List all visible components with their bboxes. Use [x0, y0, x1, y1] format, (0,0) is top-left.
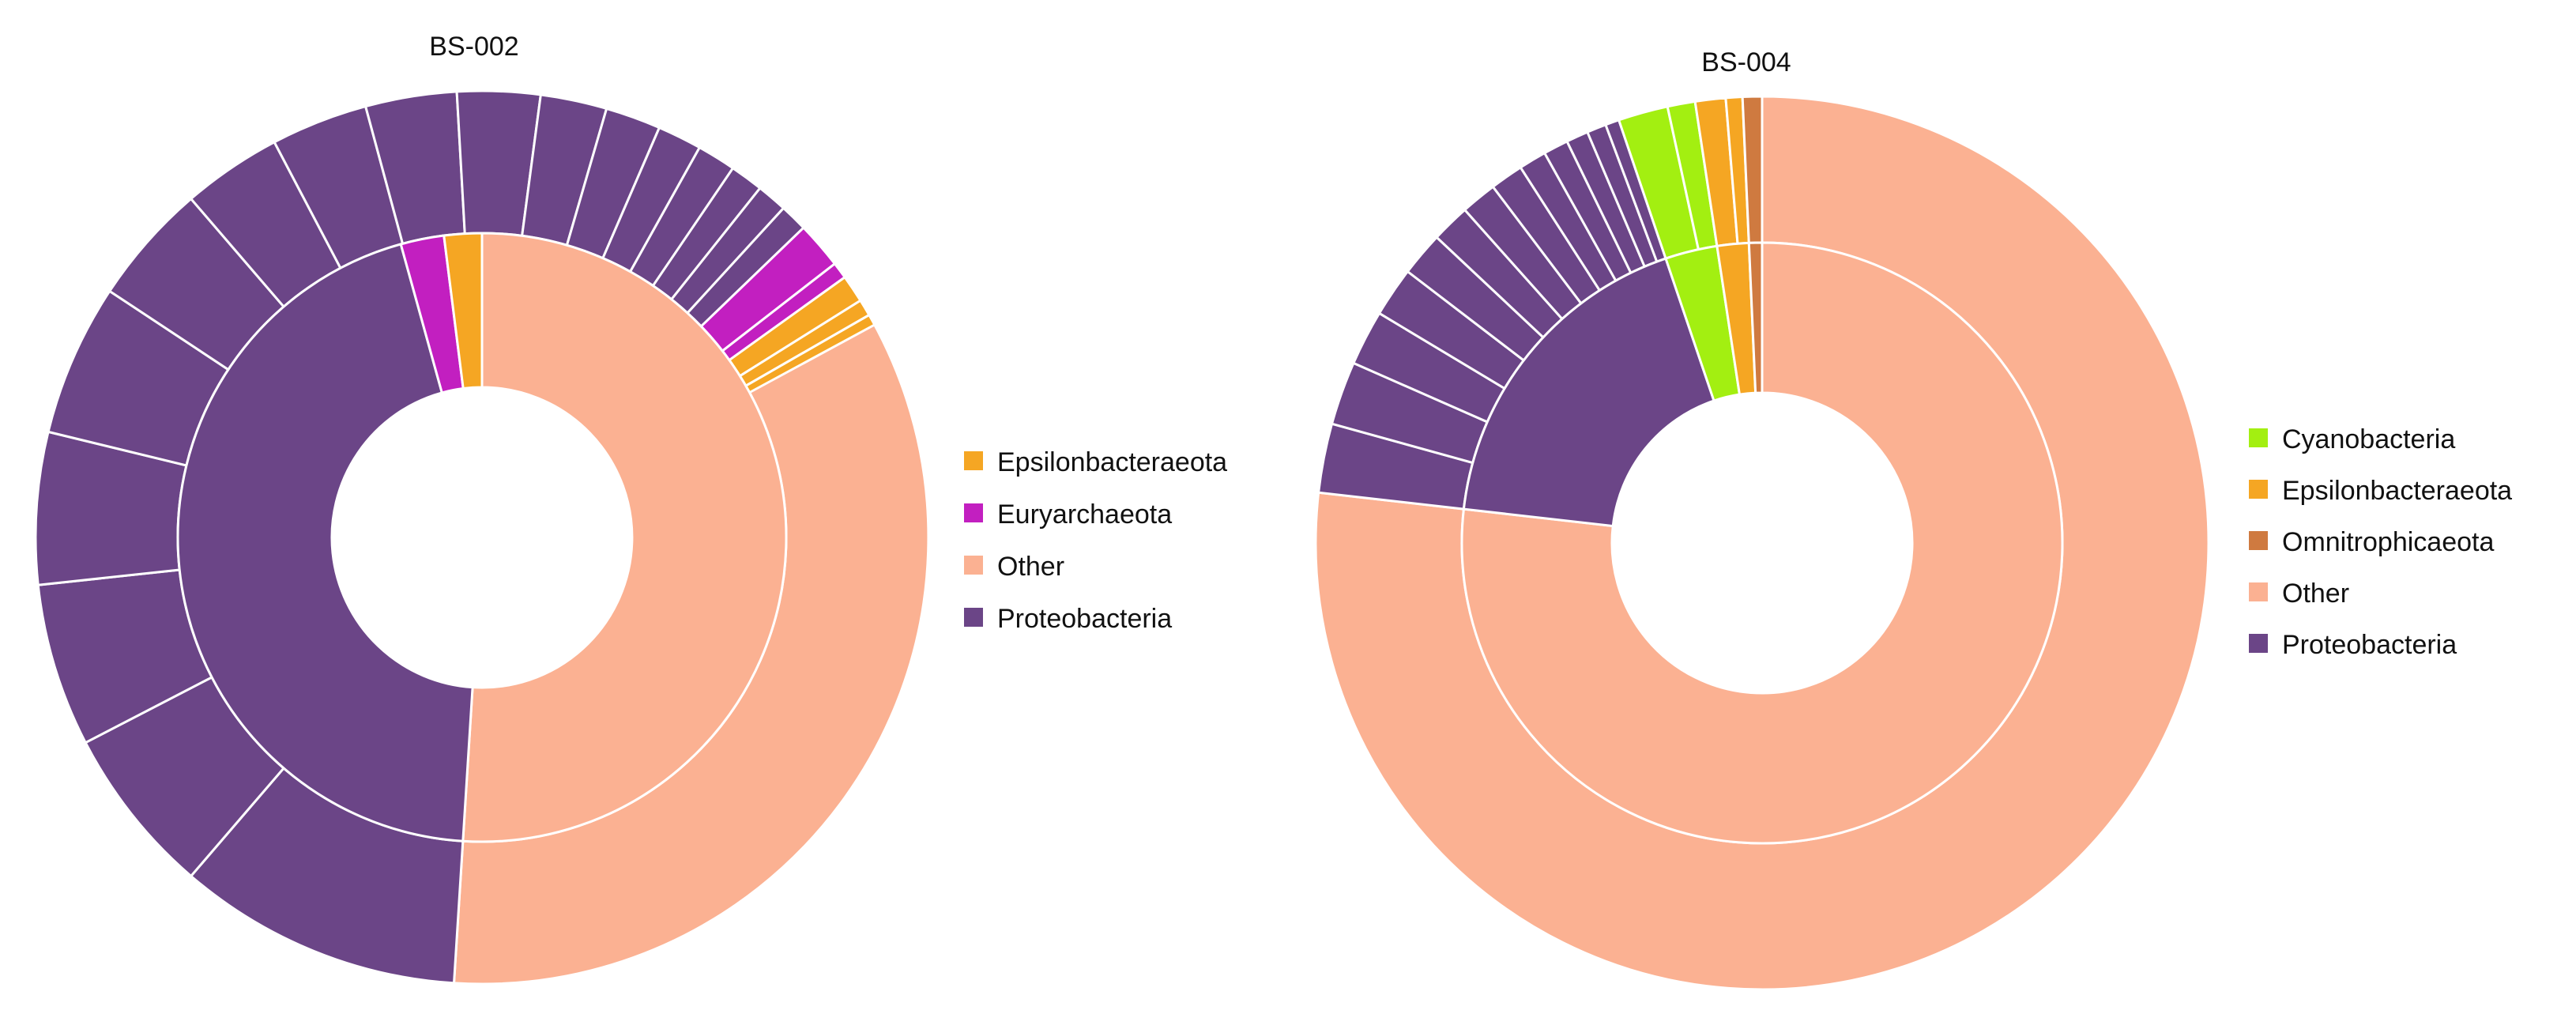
legend-swatch: [964, 503, 983, 522]
legend-label: Cyanobacteria: [2282, 424, 2455, 454]
outer-ring: [1314, 95, 2210, 991]
legend-item: Cyanobacteria: [2249, 424, 2455, 454]
legend-swatch: [2249, 428, 2268, 447]
legend-item: Epsilonbacteraeota: [2249, 476, 2512, 506]
inner-slice-proteobacteria: [176, 243, 474, 842]
legend-item: Other: [964, 552, 1064, 582]
legend-swatch: [964, 451, 983, 470]
legend-swatch: [2249, 480, 2268, 499]
legend-label: Proteobacteria: [2282, 630, 2457, 660]
legend-item: Epsilonbacteraeota: [964, 447, 1227, 477]
inner-slice-proteobacteria: [1462, 257, 1715, 528]
chart-title: BS-002: [429, 32, 518, 62]
legend-item: Other: [2249, 579, 2349, 609]
legend-swatch: [2249, 531, 2268, 550]
legend-swatch: [2249, 582, 2268, 601]
inner-slice-omnitrophicaeota: [1747, 241, 1764, 394]
legend: Cyanobacteria Epsilonbacteraeota Omnitro…: [2249, 424, 2512, 660]
legend-swatch: [964, 608, 983, 627]
legend-label: Epsilonbacteraeota: [2282, 476, 2512, 506]
legend-label: Euryarchaeota: [997, 499, 1172, 530]
legend-label: Proteobacteria: [997, 604, 1172, 634]
legend: Epsilonbacteraeota Euryarchaeota Other P…: [964, 447, 1227, 634]
inner-slice-epsilonbacteraeota: [443, 232, 484, 390]
legend-label: Other: [997, 552, 1064, 582]
legend-item: Euryarchaeota: [964, 499, 1172, 530]
legend-label: Omnitrophicaeota: [2282, 527, 2494, 557]
chart-bs-004: BS-004 Cyanobacteria Epsilonbacteraeota …: [1314, 47, 2512, 991]
legend-swatch: [964, 556, 983, 575]
legend-label: Other: [2282, 579, 2349, 609]
inner-slice-other: [1460, 241, 2064, 845]
chart-bs-002: BS-002 Epsilonbacteraeota Euryarchaeota …: [34, 32, 1227, 986]
legend-item: Proteobacteria: [2249, 630, 2457, 660]
outer-ring: [34, 89, 930, 986]
legend-item: Proteobacteria: [964, 604, 1172, 634]
inner-ring: [1460, 241, 2064, 845]
legend-label: Epsilonbacteraeota: [997, 447, 1227, 477]
legend-item: Omnitrophicaeota: [2249, 527, 2494, 557]
chart-title: BS-004: [1701, 47, 1791, 77]
inner-slice-other: [461, 232, 788, 843]
legend-swatch: [2249, 634, 2268, 653]
inner-ring: [176, 232, 788, 843]
